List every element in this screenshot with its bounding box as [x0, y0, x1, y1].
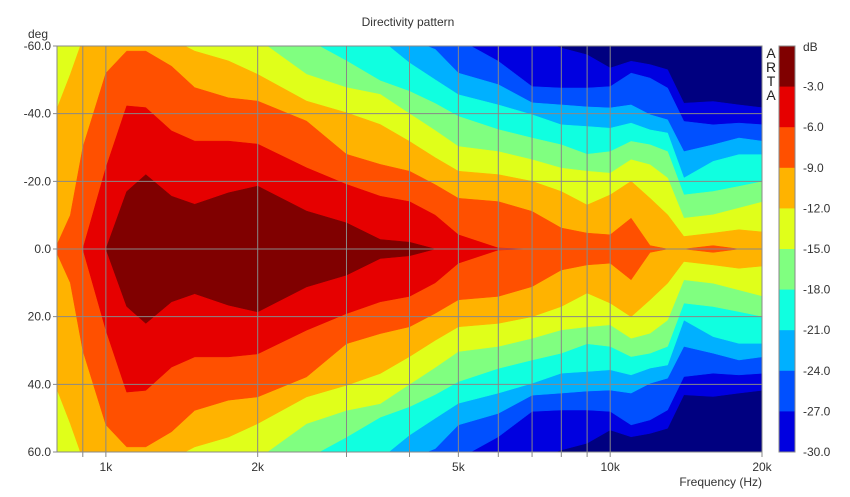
colorbar-segment: [779, 249, 795, 291]
colorbar-label: -18.0: [803, 283, 831, 297]
y-tick-label: 40.0: [28, 377, 52, 391]
x-tick-label: 10k: [601, 460, 621, 474]
colorbar-unit: dB: [803, 40, 818, 54]
plot-frame: [56, 45, 763, 453]
colorbar-segment: [779, 289, 795, 331]
x-tick-label: 2k: [251, 460, 265, 474]
colorbar-label: -6.0: [803, 120, 824, 134]
colorbar-segment: [779, 127, 795, 169]
colorbar-segment: [779, 330, 795, 372]
x-axis-label: Frequency (Hz): [679, 475, 762, 489]
colorbar-segment: [779, 167, 795, 209]
colorbar-segment: [779, 411, 795, 453]
colorbar-label: -21.0: [803, 323, 831, 337]
x-tick-label: 1k: [100, 460, 114, 474]
x-axis-ticks: 1k 2k 5k 10k 20k: [100, 460, 773, 474]
colorbar-label: -3.0: [803, 80, 824, 94]
y-tick-label: 60.0: [28, 445, 52, 459]
colorbar-segment: [779, 46, 795, 88]
y-tick-label: 0.0: [34, 242, 51, 256]
colorbar: -3.0 -6.0 -9.0 -12.0 -15.0 -18.0 -21.0 -24.0 -27…: [778, 45, 831, 459]
colorbar-segment: [779, 86, 795, 128]
y-tick-label: -20.0: [24, 174, 52, 188]
colorbar-label: -30.0: [803, 445, 831, 459]
chart-title: Directivity pattern: [362, 15, 455, 29]
arta-watermark: ARTA: [765, 45, 777, 103]
colorbar-label: -24.0: [803, 364, 831, 378]
colorbar-label: -9.0: [803, 161, 824, 175]
colorbar-segment: [779, 208, 795, 250]
y-axis-label: deg: [28, 27, 48, 41]
colorbar-segment: [779, 370, 795, 412]
colorbar-label: -27.0: [803, 404, 831, 418]
y-tick-label: 20.0: [28, 310, 52, 324]
colorbar-frame: [778, 45, 796, 453]
y-axis-ticks: -60.0 -40.0 -20.0 0.0 20.0 40.0 60.0: [24, 39, 52, 459]
colorbar-label: -15.0: [803, 242, 831, 256]
x-tick-label: 20k: [752, 460, 772, 474]
x-tick-label: 5k: [452, 460, 466, 474]
y-tick-label: -60.0: [24, 39, 52, 53]
colorbar-label: -12.0: [803, 201, 831, 215]
y-tick-label: -40.0: [24, 107, 52, 121]
